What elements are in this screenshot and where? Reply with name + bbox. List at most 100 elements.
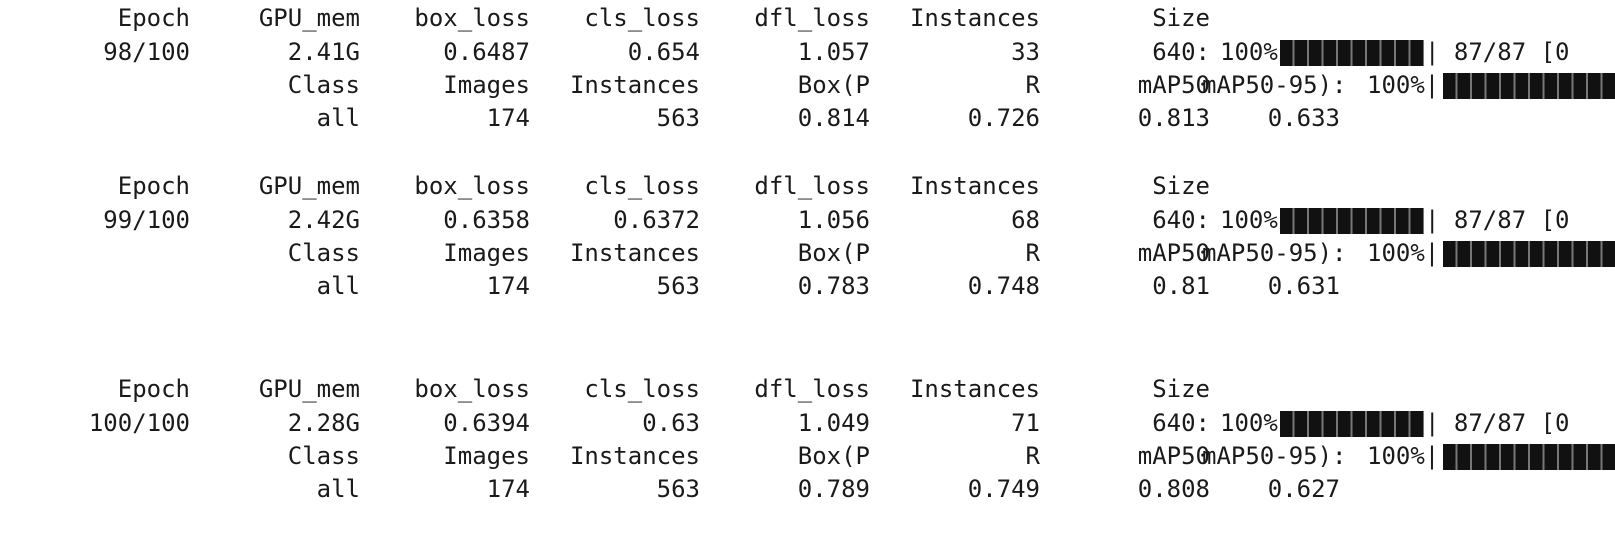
- train-values-row: 100/100 2.28G 0.6394 0.63 1.049 71 640: …: [0, 406, 1615, 440]
- r-value: 0.748: [967, 272, 1040, 300]
- header-size: Size: [1152, 4, 1210, 32]
- header-images: Images: [443, 442, 530, 470]
- val-values-row: all 174 563 0.783 0.748 0.81 0.631: [0, 269, 1615, 303]
- header-epoch: Epoch: [117, 375, 190, 403]
- box-loss-value: 0.6394: [443, 409, 530, 437]
- r-value: 0.726: [967, 104, 1040, 132]
- header-cls-loss: cls_loss: [584, 172, 700, 200]
- val-instances-value: 563: [656, 272, 700, 300]
- val-instances-value: 563: [656, 104, 700, 132]
- train-progress-tail: | 87/87 [0: [1425, 409, 1570, 437]
- class-value: all: [316, 272, 360, 300]
- train-progress-tail: | 87/87 [0: [1425, 38, 1570, 66]
- header-map50: mAP50: [1137, 239, 1210, 267]
- gpu-mem-value: 2.41G: [287, 38, 360, 66]
- header-epoch: Epoch: [117, 4, 190, 32]
- instances-value: 68: [1011, 206, 1040, 234]
- images-value: 174: [486, 104, 530, 132]
- map50-95-value: 0.627: [1267, 475, 1340, 503]
- gpu-mem-value: 2.42G: [287, 206, 360, 234]
- map50-value: 0.808: [1137, 475, 1210, 503]
- train-values-row: 99/100 2.42G 0.6358 0.6372 1.056 68 640:…: [0, 203, 1615, 237]
- header-dfl-loss: dfl_loss: [754, 4, 870, 32]
- size-value: 640:: [1152, 409, 1210, 437]
- header-map50: mAP50: [1137, 71, 1210, 99]
- header-val-instances: Instances: [569, 442, 700, 470]
- images-value: 174: [486, 475, 530, 503]
- header-r: R: [1025, 71, 1040, 99]
- header-map50-95: mAP50-95):: [1202, 71, 1347, 99]
- header-gpu-mem: GPU_mem: [258, 4, 360, 32]
- val-header-row: Class Images Instances Box(P R mAP50 mAP…: [0, 68, 1615, 102]
- header-instances: Instances: [909, 375, 1040, 403]
- header-box-loss: box_loss: [414, 375, 530, 403]
- map50-value: 0.813: [1137, 104, 1210, 132]
- train-header-row: Epoch GPU_mem box_loss cls_loss dfl_loss…: [0, 169, 1615, 203]
- map50-value: 0.81: [1152, 272, 1210, 300]
- val-progress-bar: [1443, 73, 1615, 99]
- header-size: Size: [1152, 172, 1210, 200]
- header-val-instances: Instances: [569, 71, 700, 99]
- box-p-value: 0.783: [797, 272, 870, 300]
- header-images: Images: [443, 71, 530, 99]
- header-val-instances: Instances: [569, 239, 700, 267]
- header-box-loss: box_loss: [414, 172, 530, 200]
- train-progress-bar: [1280, 411, 1424, 437]
- r-value: 0.749: [967, 475, 1040, 503]
- box-p-value: 0.814: [797, 104, 870, 132]
- train-progress-bar: [1280, 208, 1424, 234]
- header-dfl-loss: dfl_loss: [754, 375, 870, 403]
- epoch-value: 98/100: [103, 38, 190, 66]
- header-box-loss: box_loss: [414, 4, 530, 32]
- train-header-row: Epoch GPU_mem box_loss cls_loss dfl_loss…: [0, 372, 1615, 406]
- val-progress-percent: 100%|: [1367, 442, 1440, 470]
- header-images: Images: [443, 239, 530, 267]
- map50-95-value: 0.633: [1267, 104, 1340, 132]
- size-value: 640:: [1152, 38, 1210, 66]
- header-cls-loss: cls_loss: [584, 375, 700, 403]
- header-instances: Instances: [909, 172, 1040, 200]
- header-instances: Instances: [909, 4, 1040, 32]
- header-gpu-mem: GPU_mem: [258, 375, 360, 403]
- train-progress-bar: [1280, 40, 1424, 66]
- header-class: Class: [287, 239, 360, 267]
- val-progress-bar: [1443, 241, 1615, 267]
- header-box-p: Box(P: [797, 71, 870, 99]
- header-box-p: Box(P: [797, 442, 870, 470]
- box-loss-value: 0.6487: [443, 38, 530, 66]
- header-gpu-mem: GPU_mem: [258, 172, 360, 200]
- epoch-value: 99/100: [103, 206, 190, 234]
- class-value: all: [316, 104, 360, 132]
- header-class: Class: [287, 442, 360, 470]
- val-progress-bar: [1443, 444, 1615, 470]
- train-progress-tail: | 87/87 [0: [1425, 206, 1570, 234]
- box-p-value: 0.789: [797, 475, 870, 503]
- header-epoch: Epoch: [117, 172, 190, 200]
- header-map50: mAP50: [1137, 442, 1210, 470]
- header-cls-loss: cls_loss: [584, 4, 700, 32]
- train-values-row: 98/100 2.41G 0.6487 0.654 1.057 33 640: …: [0, 35, 1615, 69]
- val-values-row: all 174 563 0.814 0.726 0.813 0.633: [0, 101, 1615, 135]
- header-r: R: [1025, 442, 1040, 470]
- header-box-p: Box(P: [797, 239, 870, 267]
- header-class: Class: [287, 71, 360, 99]
- val-progress-percent: 100%|: [1367, 71, 1440, 99]
- val-values-row: all 174 563 0.789 0.749 0.808 0.627: [0, 472, 1615, 506]
- header-dfl-loss: dfl_loss: [754, 172, 870, 200]
- gpu-mem-value: 2.28G: [287, 409, 360, 437]
- images-value: 174: [486, 272, 530, 300]
- dfl-loss-value: 1.057: [797, 38, 870, 66]
- header-map50-95: mAP50-95):: [1202, 239, 1347, 267]
- epoch-value: 100/100: [88, 409, 190, 437]
- val-instances-value: 563: [656, 475, 700, 503]
- val-header-row: Class Images Instances Box(P R mAP50 mAP…: [0, 236, 1615, 270]
- train-header-row: Epoch GPU_mem box_loss cls_loss dfl_loss…: [0, 1, 1615, 35]
- val-header-row: Class Images Instances Box(P R mAP50 mAP…: [0, 439, 1615, 473]
- header-r: R: [1025, 239, 1040, 267]
- cls-loss-value: 0.63: [642, 409, 700, 437]
- class-value: all: [316, 475, 360, 503]
- cls-loss-value: 0.6372: [613, 206, 700, 234]
- header-size: Size: [1152, 375, 1210, 403]
- box-loss-value: 0.6358: [443, 206, 530, 234]
